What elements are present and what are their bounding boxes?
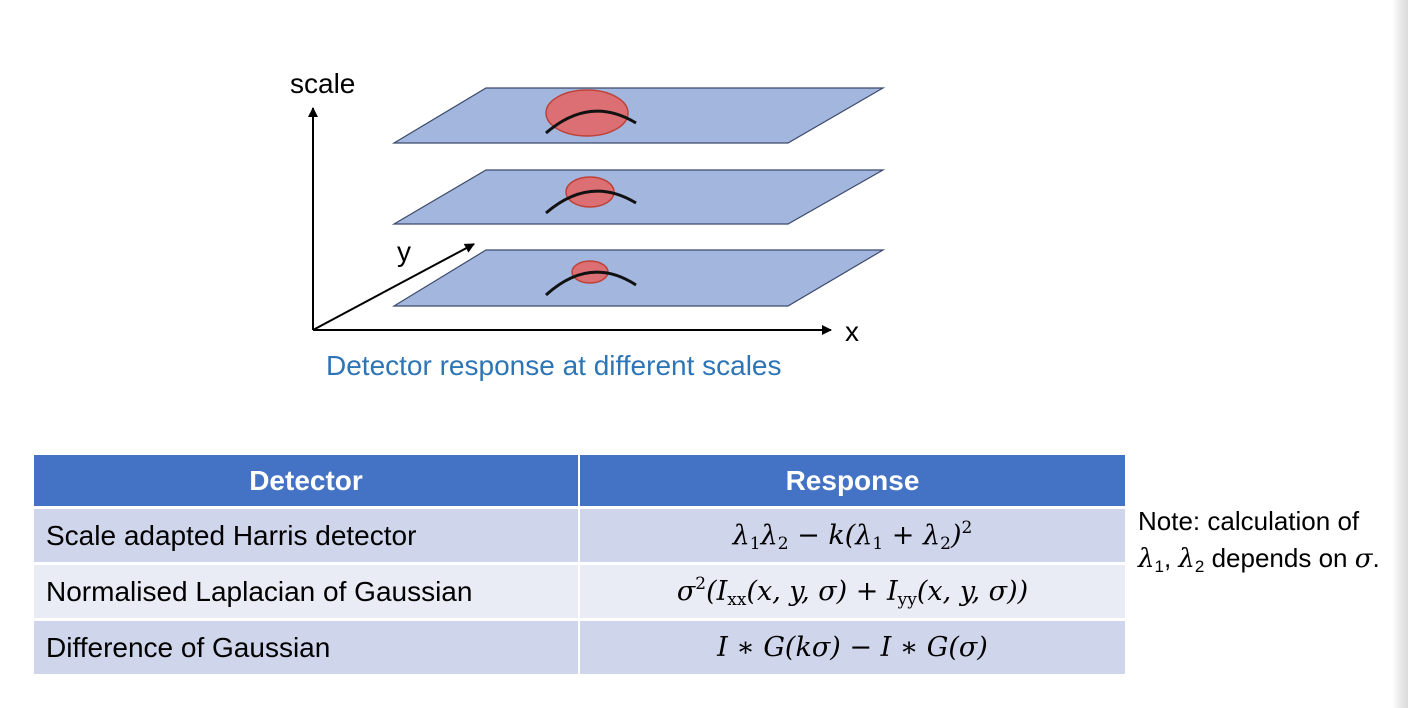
scale-space-diagram: scale y x [290,68,886,347]
diagram-caption: Detector response at different scales [326,350,782,381]
response-formula: I ∗ G(kσ) − I ∗ G(σ) [579,618,1125,674]
scale-axis-label: scale [290,68,355,99]
y-axis-label: y [397,236,411,267]
table-row: Difference of Gaussian I ∗ G(kσ) − I ∗ G… [34,618,1125,674]
scale-plane-middle [391,169,886,225]
response-formula: σ2(Ixx(x, y, σ) + Iyy(x, y, σ)) [579,562,1125,620]
table-row: Scale adapted Harris detector λ1λ2 − k(λ… [34,506,1125,564]
header-response: Response [579,455,1125,508]
detector-name: Difference of Gaussian [34,618,580,674]
detector-name: Scale adapted Harris detector [34,506,580,564]
feature-curve-top [545,109,637,135]
note-line-2: λ1, λ2 depends on σ. [1138,543,1380,576]
x-axis-label: x [845,316,859,347]
feature-curve-bottom [544,270,637,297]
detector-table: Detector Response Scale adapted Harris d… [34,455,1125,674]
scale-plane-bottom [391,249,886,307]
table-header-row: Detector Response [34,455,1125,508]
window-edge [1392,0,1408,708]
note-text: Note: calculation of λ1, λ2 depends on σ… [1138,503,1400,585]
table-row: Normalised Laplacian of Gaussian σ2(Ixx(… [34,562,1125,620]
header-detector: Detector [34,455,580,508]
detector-name: Normalised Laplacian of Gaussian [34,562,580,620]
y-axis [312,243,475,331]
scale-plane-top [391,87,886,144]
note-line-1: Note: calculation of [1138,506,1360,536]
response-formula: λ1λ2 − k(λ1 + λ2)2 [579,506,1125,564]
feature-curve-middle [545,189,637,215]
